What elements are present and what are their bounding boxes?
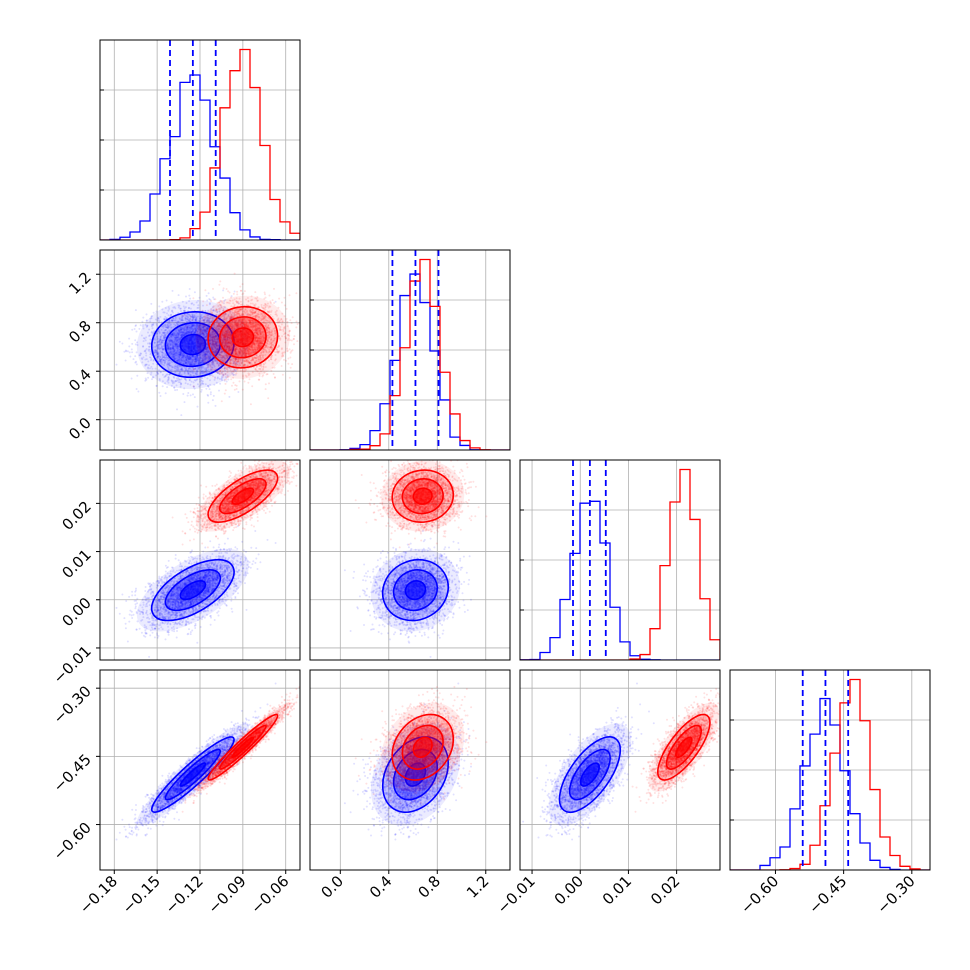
x-tick-label: −0.45 — [805, 872, 850, 917]
contour-red — [648, 702, 720, 792]
y-tick-label: 0.4 — [65, 365, 95, 395]
hist-blue — [100, 74, 300, 240]
panel-2-1 — [309, 459, 511, 661]
x-tick-label: 1.2 — [463, 872, 493, 902]
x-tick-label: 0.4 — [366, 872, 396, 902]
x-tick-label: 0.01 — [599, 872, 635, 908]
panel-frame — [99, 39, 301, 241]
contour-blue — [548, 723, 632, 826]
panel-frame — [729, 669, 931, 871]
contour-blue — [136, 299, 249, 390]
x-tick-label: 0.8 — [415, 872, 445, 902]
contour-blue — [136, 723, 249, 826]
x-tick-label: −0.01 — [494, 872, 539, 917]
panel-frame — [309, 459, 511, 661]
x-tick-label: −0.15 — [119, 872, 164, 917]
contour-red — [195, 460, 291, 532]
panel-frame — [309, 669, 511, 871]
y-tick-label: 0.02 — [58, 497, 94, 533]
contour-red — [381, 460, 465, 532]
panel-frame — [99, 249, 301, 451]
x-tick-label: 0.02 — [647, 872, 683, 908]
contour-red — [195, 702, 291, 792]
y-tick-label: −0.01 — [50, 642, 95, 687]
panel-1-0: 0.0 0.4 0.8 1.2 — [65, 249, 301, 451]
contour-blue — [370, 548, 460, 632]
y-tick-label: −0.60 — [50, 819, 95, 864]
panel-3-0: −0.18−0.15−0.12−0.09−0.06 −0.60 −0.45 −0.30 — [50, 669, 301, 917]
panel-3-3: −0.60 −0.45 −0.30 — [729, 669, 931, 917]
x-tick-label: 0.00 — [551, 872, 587, 908]
hist-red — [520, 468, 720, 660]
y-tick-label: 0.00 — [58, 594, 94, 630]
x-tick-label: −0.09 — [204, 872, 249, 917]
contour-red — [195, 295, 291, 379]
x-tick-label: 0.0 — [318, 872, 348, 902]
y-tick-label: 0.01 — [58, 546, 94, 582]
x-tick-label: −0.12 — [162, 872, 207, 917]
panel-2-2 — [519, 459, 721, 661]
contour-red — [381, 702, 465, 792]
panel-3-2: −0.01 0.00 0.01 0.02 — [494, 669, 721, 917]
panel-frame — [309, 249, 511, 451]
y-tick-label: −0.30 — [50, 682, 95, 727]
x-tick-label: −0.30 — [873, 872, 918, 917]
hist-red — [100, 48, 300, 240]
panel-1-1 — [309, 249, 511, 451]
x-tick-label: −0.60 — [737, 872, 782, 917]
y-tick-label: 0.8 — [65, 317, 95, 347]
x-tick-label: −0.06 — [247, 872, 292, 917]
panel-frame — [519, 669, 721, 871]
hist-blue — [730, 697, 930, 870]
y-tick-label: 0.0 — [65, 414, 95, 444]
contour-blue — [136, 548, 249, 632]
hist-blue — [520, 500, 720, 660]
x-tick-label: −0.18 — [76, 872, 121, 917]
panel-frame — [519, 459, 721, 661]
y-tick-label: 1.2 — [65, 268, 95, 298]
y-tick-label: −0.45 — [50, 750, 95, 795]
panel-2-0: −0.01 0.00 0.01 0.02 — [50, 459, 301, 687]
panel-frame — [99, 459, 301, 661]
panel-3-1: 0.0 0.4 0.8 1.2 — [309, 669, 511, 902]
panel-0-0 — [99, 39, 301, 241]
